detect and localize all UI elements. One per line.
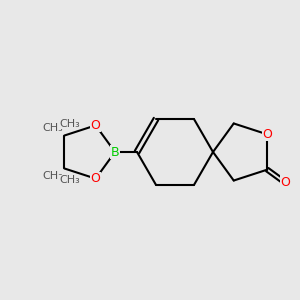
Text: B: B <box>111 146 119 158</box>
Text: O: O <box>280 176 290 189</box>
Text: CH₃: CH₃ <box>42 172 63 182</box>
Text: O: O <box>91 172 100 185</box>
Text: CH₃: CH₃ <box>59 118 80 128</box>
Text: CH₃: CH₃ <box>42 122 63 133</box>
Text: O: O <box>262 128 272 141</box>
Text: O: O <box>91 119 100 132</box>
Text: CH₃: CH₃ <box>59 176 80 185</box>
